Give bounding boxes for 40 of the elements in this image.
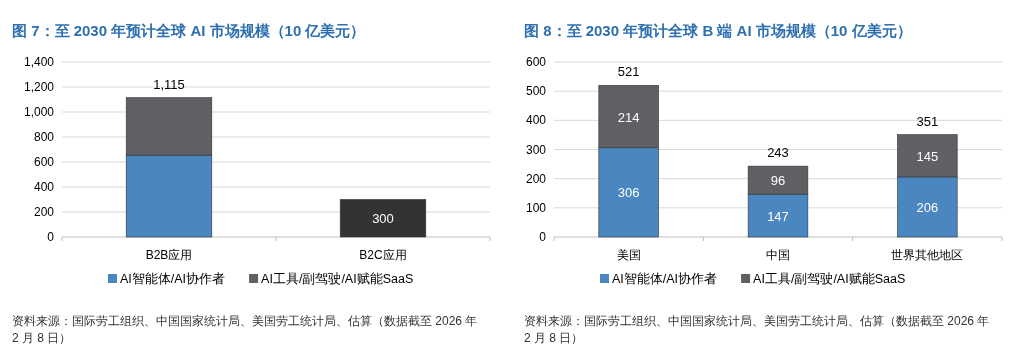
y-tick-label: 200 [525,171,547,186]
y-tick-label: 1,400 [23,55,55,69]
bar [339,199,427,238]
y-tick-label: 0 [47,230,55,244]
y-tick-label: 1,000 [23,105,55,119]
y-tick-label: 400 [33,180,55,194]
data-label: 214 [617,109,640,125]
data-label: 145 [916,148,939,164]
y-tick-label: 500 [525,84,547,99]
chart-title: 图 8：至 2030 年预计全球 B 端 AI 市场规模（10 亿美元） [524,22,912,39]
x-tick-label: 世界其他地区 [891,248,964,262]
legend-label: AI工具/副驾驶/AI赋能SaaS [261,272,414,286]
data-label: 300 [372,211,394,227]
y-tick-label: 400 [525,113,547,128]
legend-label: AI智能体/AI协作者 [612,272,718,286]
y-tick-label: 600 [525,55,547,69]
y-tick-label: 600 [33,155,55,169]
y-tick-label: 300 [525,142,547,157]
data-label: 96 [770,173,786,189]
data-label: 206 [916,199,939,215]
x-tick-label: 美国 [616,248,641,262]
text: 资料来源：国际劳工组织、中国国家统计局、美国劳工统计局、估算（数据截至 2026 年 2 月 8 日） [524,314,990,345]
y-tick-label: 800 [33,130,55,144]
data-label: 147 [767,208,789,224]
x-tick-label: 中国 [766,248,790,262]
legend-label: AI智能体/AI协作者 [120,272,226,286]
y-tick-label: 100 [525,200,547,215]
y-tick-label: 1,200 [23,80,55,94]
x-tick-label: B2B应用 [145,248,193,262]
y-tick-label: 0 [539,230,547,244]
text: 资料来源：国际劳工组织、中国国家统计局、美国劳工统计局、估算（数据截至 2026 年 2 月 8 日） [12,314,478,345]
legend-label: AI工具/副驾驶/AI赋能SaaS [753,272,906,286]
data-label: 306 [617,185,640,201]
total-label: 1,115 [153,76,185,92]
y-tick-label: 200 [33,205,55,219]
x-tick-label: B2C应用 [359,248,407,262]
total-label: 351 [916,113,939,129]
chart-title: 图 7：至 2030 年预计全球 AI 市场规模（10 亿美元） [12,22,366,39]
total-label: 521 [617,64,640,80]
total-label: 243 [767,145,789,161]
